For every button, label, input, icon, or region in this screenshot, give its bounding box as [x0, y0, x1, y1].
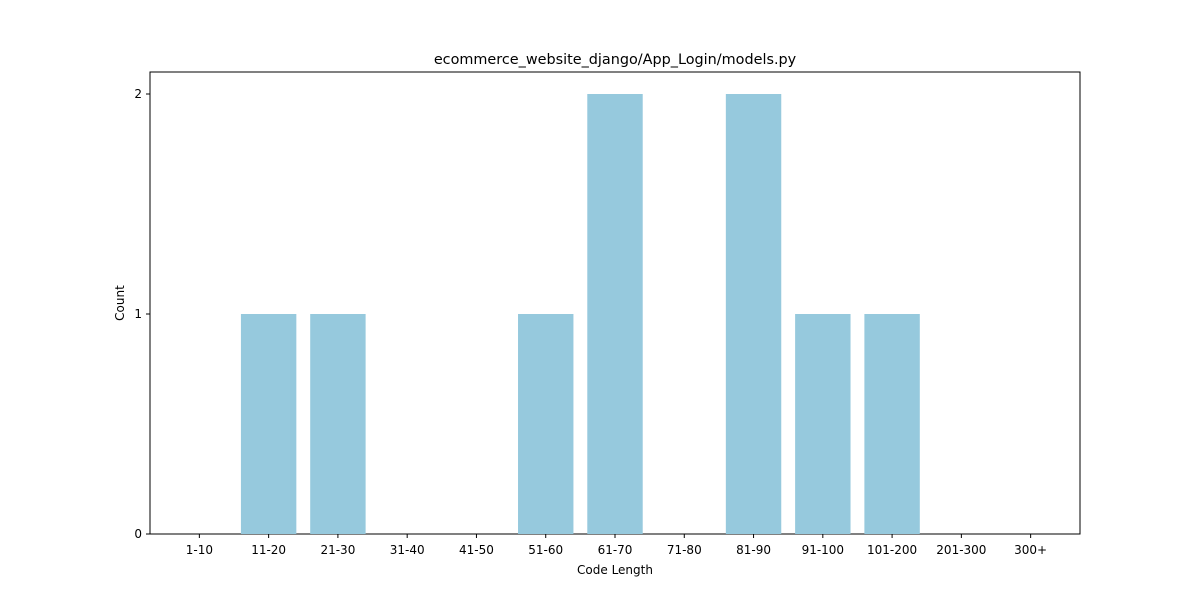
bars-group	[240, 94, 920, 534]
x-tick-label: 81-90	[736, 543, 771, 557]
x-tick-label: 61-70	[598, 543, 633, 557]
y-tick-label: 2	[134, 87, 142, 101]
bar-51-60	[518, 314, 574, 534]
x-axis: 1-10 11-20 21-30 31-40 41-50 51-60 61-70 71-80 8…	[186, 534, 1047, 557]
x-tick-label: 41-50	[459, 543, 494, 557]
bar-81-90	[725, 94, 782, 534]
x-tick-label: 1-10	[186, 543, 213, 557]
x-tick-label: 101-200	[867, 543, 917, 557]
bar-61-70	[587, 94, 643, 534]
bar-21-30	[310, 314, 366, 534]
y-axis-label: Count	[113, 285, 127, 321]
x-tick-label: 11-20	[251, 543, 286, 557]
chart-title: ecommerce_website_django/App_Login/model…	[434, 52, 797, 68]
x-tick-label: 21-30	[320, 543, 355, 557]
bar-91-100	[795, 314, 851, 534]
y-tick-label: 1	[134, 307, 142, 321]
y-axis: 0 1 2	[134, 87, 150, 541]
x-tick-label: 91-100	[802, 543, 845, 557]
x-axis-label: Code Length	[577, 563, 653, 577]
x-tick-label: 300+	[1014, 543, 1047, 557]
bar-101-200	[864, 314, 920, 534]
y-tick-label: 0	[134, 527, 142, 541]
x-tick-label: 71-80	[667, 543, 702, 557]
x-tick-label: 201-300	[936, 543, 986, 557]
bar-11-20	[240, 314, 297, 534]
x-tick-label: 51-60	[528, 543, 563, 557]
x-tick-label: 31-40	[390, 543, 425, 557]
